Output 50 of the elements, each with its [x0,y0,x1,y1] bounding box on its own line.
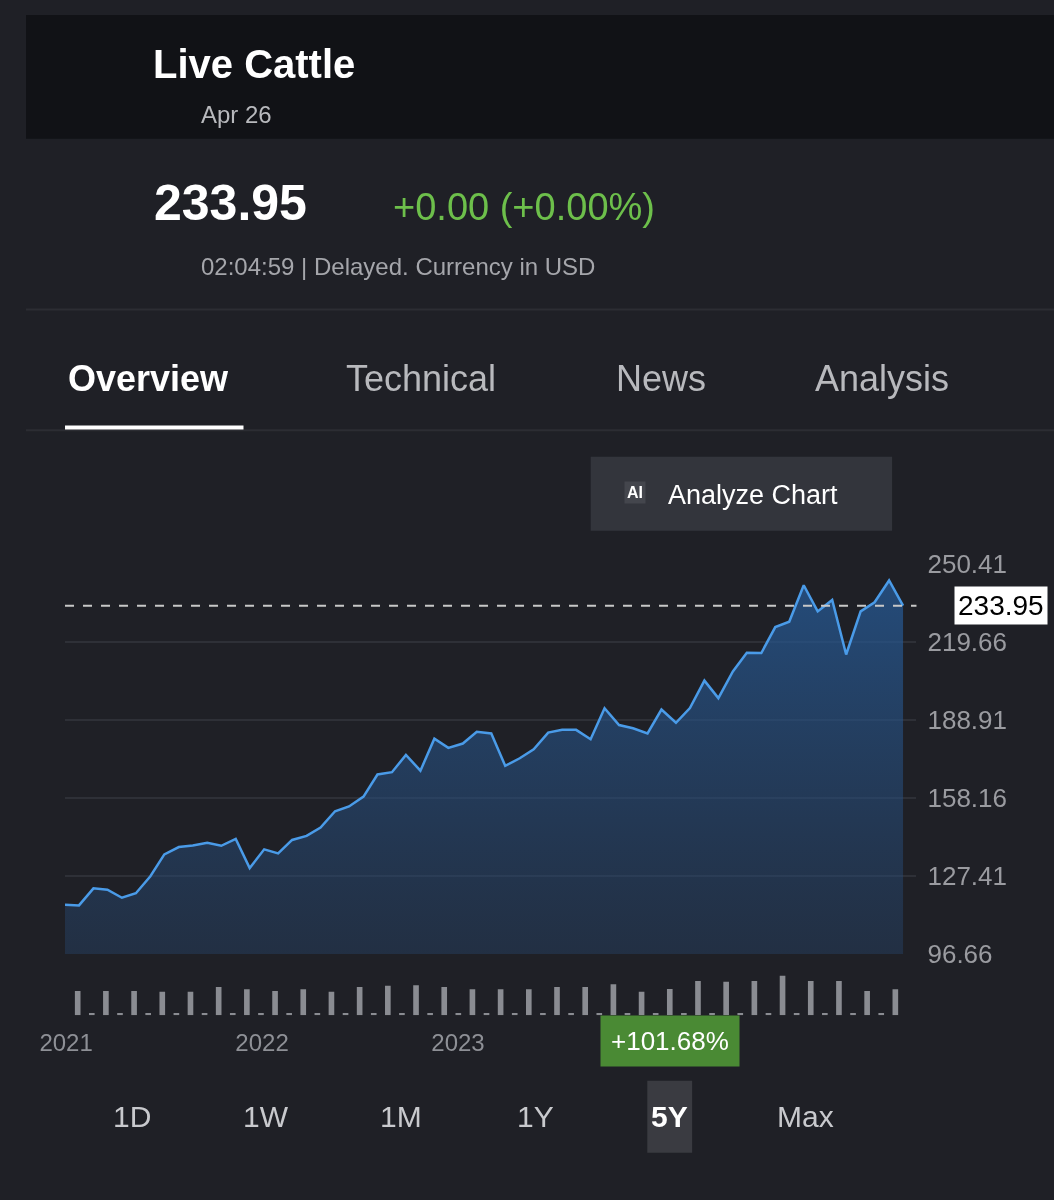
text: 02:04:59 | Delayed. Currency in USD [201,253,596,280]
text: Technical [346,358,497,399]
text: 1M [380,1100,422,1133]
y-tick-label: 188.91 [927,705,1008,736]
text: Analyze Chart [668,480,839,510]
bar [441,986,448,1016]
y-tick-label: 250.41 [927,549,1008,580]
text: 1W [243,1100,289,1133]
chart-subtitle: Apr 26 [201,101,272,128]
ref-line-label: 233.95 [958,590,1044,621]
bar [427,1012,433,1016]
bar [413,985,419,1016]
bar [723,981,729,1016]
x-tick-label: 2023 [431,1028,485,1056]
bar [525,989,532,1016]
y-tick-label: 219.66 [927,627,1008,658]
bar [300,989,307,1016]
bar [554,986,560,1016]
bar [103,990,109,1016]
y-tick-label: 158.16 [927,783,1008,814]
text: +101.68% [611,1026,729,1056]
text: AI [627,484,643,501]
text: Analysis [815,358,950,399]
bar [864,990,870,1016]
text: News [616,358,707,399]
text: 1Y [517,1100,554,1133]
y-tick-label: 96.66 [927,939,993,970]
bar [74,990,81,1016]
y-tick-label: 127.41 [927,861,1008,892]
text: Overview [68,358,230,399]
bar [695,980,701,1016]
bar [272,990,278,1016]
text: 5Y [651,1100,688,1133]
text: 233.95 [154,175,307,231]
bar [159,991,166,1016]
x-tick-label: 2021 [39,1028,93,1056]
x-tick-label: 2022 [235,1028,289,1056]
text: Max [777,1100,834,1133]
text: 1D [113,1100,152,1133]
bar [666,988,673,1016]
text: +0.00 (+0.00%) [393,186,655,228]
chart-title: Live Cattle [153,42,356,86]
bar [385,985,391,1016]
bar [836,980,842,1016]
bar [582,986,589,1016]
bar [229,1012,236,1016]
bar [244,989,250,1016]
bar [807,980,814,1016]
bar [131,990,137,1016]
bar [88,1012,95,1016]
